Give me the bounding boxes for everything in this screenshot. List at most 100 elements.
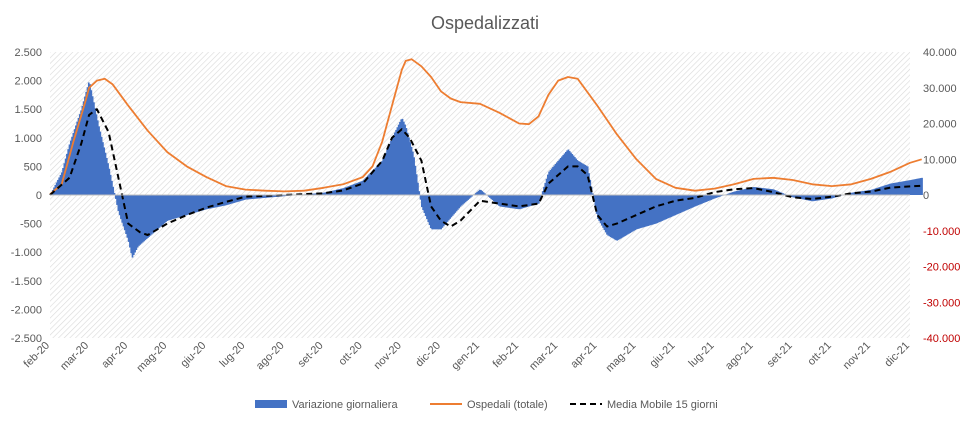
bar-variazione [225, 195, 228, 206]
bar-variazione [282, 195, 284, 197]
bar-variazione [898, 182, 900, 195]
bar-variazione [135, 195, 138, 250]
bar-variazione [579, 161, 581, 195]
bar-variazione [426, 195, 428, 220]
bar-variazione [800, 195, 802, 199]
bar-variazione [633, 195, 635, 231]
bar-variazione [729, 192, 732, 195]
bar-variazione [144, 195, 147, 241]
bar-variazione [658, 195, 661, 223]
y-right-tick-label: -40.000 [923, 333, 960, 345]
bar-variazione [361, 180, 364, 195]
bar-variazione [889, 183, 891, 195]
bar-variazione [568, 151, 571, 195]
bar-variazione [588, 173, 590, 195]
bar-variazione [284, 195, 287, 197]
x-tick-label: mar-20 [58, 340, 91, 373]
bar-variazione [355, 183, 358, 195]
bar-variazione [449, 195, 451, 219]
bar-variazione [136, 195, 139, 248]
bar-variazione [715, 195, 718, 198]
bar-variazione [234, 195, 237, 203]
bar-variazione [487, 195, 490, 197]
bar-variazione [692, 195, 694, 208]
bar-variazione [736, 190, 738, 195]
bar-variazione [350, 185, 352, 195]
bar-variazione [509, 195, 512, 209]
bar-variazione [229, 195, 232, 205]
bar-variazione [694, 195, 697, 207]
bar-variazione [373, 169, 376, 195]
bar-variazione [496, 195, 499, 205]
bar-variazione [635, 195, 638, 230]
bar-variazione [871, 189, 873, 195]
bar-variazione [476, 191, 478, 195]
bar-variazione [886, 184, 889, 195]
bar-variazione [186, 195, 189, 215]
bar-variazione [153, 195, 156, 233]
bar-variazione [395, 129, 397, 195]
bar-variazione [111, 180, 113, 195]
bar-variazione [379, 162, 382, 195]
bar-variazione [498, 195, 500, 206]
bar-variazione [727, 193, 729, 195]
bar-variazione [71, 136, 73, 195]
bar-variazione [375, 166, 378, 195]
bar-variazione [338, 189, 341, 195]
bar-variazione [312, 193, 315, 195]
y-left-tick-label: -2.000 [11, 304, 42, 316]
bar-variazione [156, 195, 158, 230]
bar-variazione [179, 195, 181, 218]
bar-variazione [139, 195, 142, 245]
x-tick-label: nov-20 [372, 340, 404, 372]
bar-variazione [107, 163, 109, 195]
bar-variazione [730, 192, 733, 195]
bar-variazione [697, 195, 700, 206]
bar-variazione [192, 195, 194, 214]
bar-variazione [822, 195, 824, 200]
bar-variazione [413, 157, 415, 195]
bar-variazione [174, 195, 176, 219]
bar-variazione [802, 195, 805, 200]
bar-variazione [877, 187, 880, 195]
bar-variazione [453, 195, 455, 215]
bar-variazione [424, 195, 427, 217]
x-tick-label: apr-20 [99, 340, 130, 371]
bar-variazione [357, 182, 360, 195]
bar-variazione [337, 189, 340, 195]
bar-variazione [347, 186, 350, 195]
bar-variazione [687, 195, 689, 210]
x-tick-label: set-20 [296, 340, 326, 370]
bar-variazione [401, 118, 404, 195]
bar-variazione [525, 195, 527, 208]
bar-variazione [755, 187, 757, 195]
bar-variazione [746, 188, 748, 195]
bar-variazione [649, 195, 652, 226]
bar-variazione [265, 195, 268, 198]
bar-variazione [674, 195, 676, 216]
bar-variazione [363, 179, 365, 195]
bar-variazione [388, 143, 391, 195]
bar-variazione [783, 193, 786, 195]
bar-variazione [120, 195, 122, 219]
bar-variazione [428, 195, 431, 226]
bar-variazione [709, 195, 711, 201]
bar-variazione [891, 183, 894, 195]
bar-variazione [899, 181, 902, 195]
bar-variazione [364, 178, 367, 195]
bar-variazione [513, 195, 516, 209]
bar-variazione [651, 195, 653, 225]
bar-variazione [615, 195, 617, 241]
bar-variazione [679, 195, 682, 213]
bar-variazione [377, 165, 379, 195]
bar-variazione [81, 106, 84, 195]
bar-variazione [408, 137, 410, 195]
bar-variazione [660, 195, 662, 222]
bar-variazione [211, 195, 214, 209]
bar-variazione [895, 182, 898, 195]
bar-variazione [458, 195, 460, 209]
bar-variazione [255, 195, 257, 199]
bar-variazione [98, 126, 100, 195]
bar-variazione [747, 188, 750, 195]
bar-variazione [158, 195, 161, 228]
